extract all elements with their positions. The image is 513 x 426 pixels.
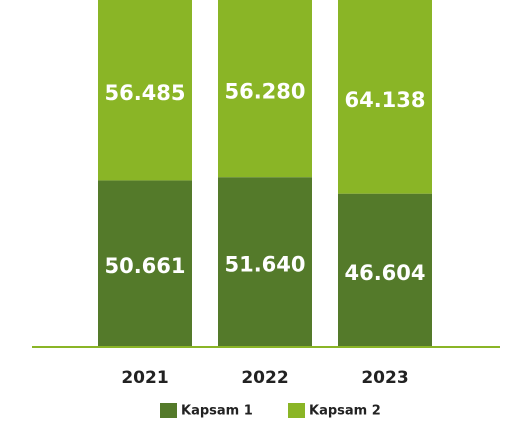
x-tick-label: 2023 (361, 368, 408, 388)
bar-segment (338, 0, 432, 194)
legend-label: Kapsam 2 (309, 404, 381, 419)
legend-swatch (288, 403, 305, 418)
value-label: 51.640 (224, 253, 305, 277)
legend-swatch (160, 403, 177, 418)
x-tick-label: 2022 (241, 368, 288, 388)
value-label: 50.661 (104, 254, 185, 278)
value-label: 56.280 (224, 80, 305, 104)
bar-segment (218, 177, 312, 346)
x-tick-label: 2021 (121, 368, 168, 388)
bar-segment (98, 180, 192, 346)
bar-segment (98, 0, 192, 181)
bar-segment (218, 0, 312, 178)
bar-segment (338, 193, 432, 346)
legend-label: Kapsam 1 (181, 404, 253, 419)
value-label: 46.604 (344, 261, 425, 285)
value-label: 56.485 (104, 81, 185, 105)
value-label: 64.138 (344, 88, 425, 112)
